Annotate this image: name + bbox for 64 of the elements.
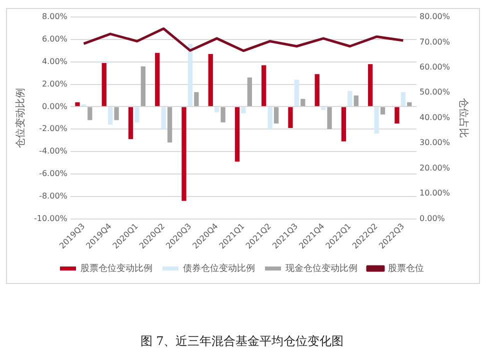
bar [88, 107, 92, 120]
bar [155, 52, 160, 106]
bar [140, 66, 146, 106]
y2-tick-label: 40.00% [419, 112, 450, 122]
bar [214, 107, 220, 112]
bar [327, 107, 332, 130]
bar [128, 107, 134, 140]
legend-label: 股票仓位变动比例 [80, 262, 152, 274]
y-tick-label: -2.00% [39, 124, 68, 134]
bar [374, 107, 379, 134]
y2-tick-label: 10.00% [419, 188, 450, 198]
y-tick-label: 0.00% [42, 102, 68, 111]
y2-axis-title: 仓位占比 [457, 98, 470, 138]
bar [234, 107, 240, 162]
y-tick-label: 2.00% [42, 79, 68, 88]
bar [400, 92, 406, 106]
y-tick-label: 8.00% [42, 12, 68, 22]
bar [380, 107, 386, 115]
bar [294, 80, 300, 106]
y2-tick-label: 0.00% [419, 214, 446, 223]
bar [314, 74, 320, 106]
y2-tick-label: 70.00% [419, 37, 450, 46]
bar [114, 107, 119, 120]
bar [241, 107, 246, 114]
bar [208, 54, 213, 106]
bar [134, 107, 140, 122]
bar [161, 107, 166, 130]
bar [341, 107, 346, 142]
y-tick-label: -4.00% [39, 146, 68, 156]
y2-tick-label: 80.00% [419, 12, 450, 22]
bar [194, 92, 199, 106]
y-axis-title: 仓位变动比例 [14, 88, 27, 148]
bar [262, 65, 266, 106]
bar [407, 102, 412, 106]
legend-label: 现金仓位变动比例 [286, 262, 358, 274]
bar [188, 44, 193, 106]
y-tick-label: 6.00% [42, 34, 68, 44]
legend-label: 债券仓位变动比例 [183, 262, 255, 274]
bar [182, 107, 186, 201]
y2-tick-label: 60.00% [419, 62, 450, 72]
y2-tick-label: 30.00% [419, 138, 450, 148]
bar [108, 107, 113, 125]
y-tick-label: -8.00% [39, 191, 68, 200]
bar [300, 98, 306, 106]
y-tick-label: -6.00% [39, 169, 68, 178]
bar [247, 78, 252, 106]
bar [354, 95, 358, 106]
y-tick-label: 4.00% [42, 56, 68, 66]
y2-tick-label: 50.00% [419, 88, 450, 97]
bar [368, 64, 373, 106]
y2-tick-label: 20.00% [419, 163, 450, 172]
bar [102, 62, 106, 106]
bar [220, 107, 226, 122]
bar [320, 107, 326, 110]
text: 图 7、近三年混合基金平均仓位变化图 [139, 333, 345, 350]
bar [288, 107, 293, 128]
bar [394, 107, 400, 124]
bar [268, 107, 272, 130]
legend-label: 股票仓位 [388, 262, 424, 274]
y-tick-label: -10.00% [34, 214, 68, 223]
bar [348, 90, 352, 106]
bar [274, 107, 279, 124]
bar [167, 107, 172, 143]
bar [75, 102, 80, 106]
